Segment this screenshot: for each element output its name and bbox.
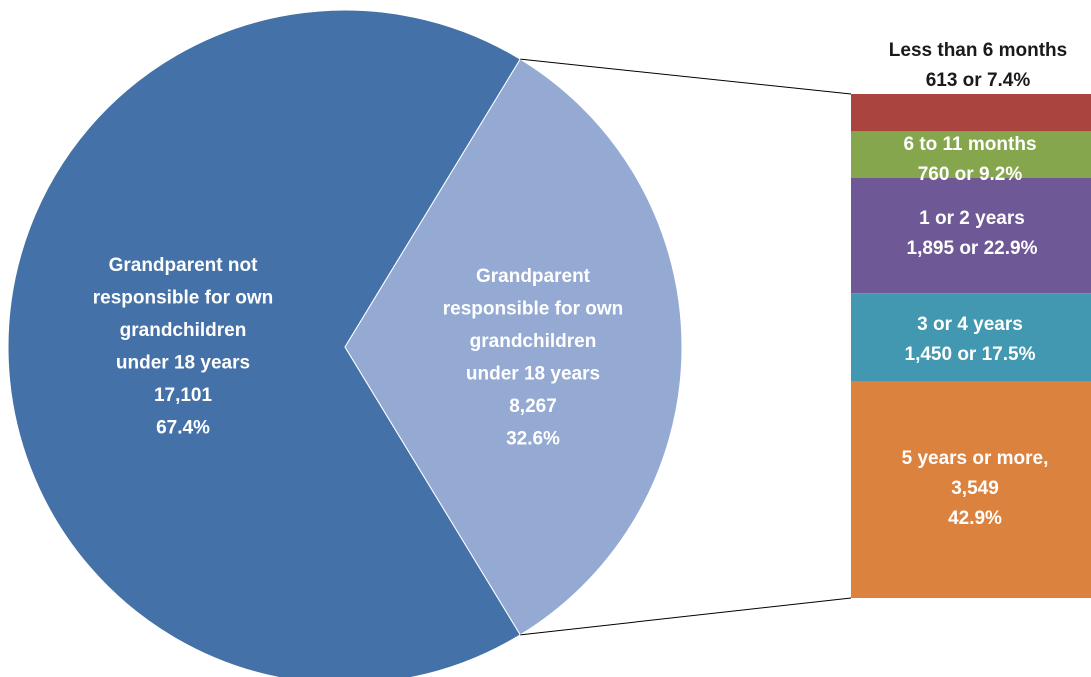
bar-segment-label-4-line: 3,549 [951,478,999,499]
bar-segment-label-0-line: 613 or 7.4% [926,70,1031,91]
bar-segment-label-4-line: 42.9% [948,508,1002,529]
pie-label-responsible-line: 8,267 [509,396,557,417]
bar-segment-label-1-line: 6 to 11 months [903,134,1036,155]
bar-segment-2 [851,177,1091,294]
pie-label-not-responsible: Grandparent not responsible for own grandc… [93,255,274,439]
bar-segment-label-3-line: 3 or 4 years [917,314,1023,335]
bar-segment-label-0: Less than 6 months 613 or 7.4% [889,40,1067,91]
pie-label-responsible-line: under 18 years [466,364,600,385]
bar-segment-label-4: 5 years or more, 3,549 42.9% [902,448,1049,529]
pie-label-responsible: Grandparent responsible for own grandchild… [443,266,624,450]
connector-line-bottom [520,597,852,636]
breakdown-bar [851,94,1091,598]
pie-slice-responsible [344,58,683,636]
connector-line-top [520,58,852,95]
bar-segment-label-2-line: 1,895 or 22.9% [907,238,1038,259]
pie-label-responsible-line: 32.6% [506,429,560,450]
bar-segment-1 [851,131,1091,178]
bar-segment-label-2: 1 or 2 years 1,895 or 22.9% [907,208,1038,259]
connector-lines [520,58,852,636]
pie-slice-not-responsible [7,9,521,677]
pie-label-not-responsible-line: under 18 years [116,353,250,374]
pie-label-not-responsible-line: grandchildren [120,320,247,341]
bar-segment-4 [851,381,1091,598]
pie [7,9,683,677]
pie-label-responsible-line: responsible for own [443,299,624,320]
pie-label-responsible-line: grandchildren [470,331,597,352]
pie-label-not-responsible-line: Grandparent not [109,255,259,276]
bar-segment-label-4-line: 5 years or more, [902,448,1049,469]
bar-segment-label-3-line: 1,450 or 17.5% [905,344,1036,365]
pie-label-not-responsible-line: responsible for own [93,288,274,309]
bar-segment-label-1: 6 to 11 months 760 or 9.2% [903,134,1036,185]
bar-segment-label-2-line: 1 or 2 years [919,208,1025,229]
bar-segment-0 [851,94,1091,132]
pie-label-responsible-line: Grandparent [476,266,591,287]
bar-segment-label-1-line: 760 or 9.2% [918,164,1023,185]
pie-label-not-responsible-line: 17,101 [154,385,213,406]
pie-label-not-responsible-line: 67.4% [156,418,210,439]
bar-segment-3 [851,293,1091,382]
bar-segment-label-3: 3 or 4 years 1,450 or 17.5% [905,314,1036,365]
bar-segment-label-0-line: Less than 6 months [889,40,1067,61]
labels: Grandparent not responsible for own grandc… [93,40,1067,529]
